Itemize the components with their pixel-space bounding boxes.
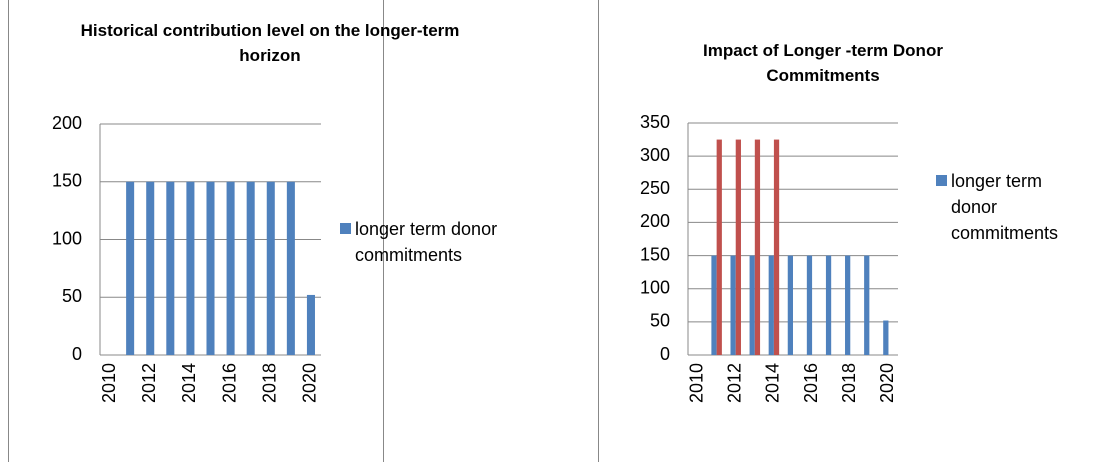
x-tick-label: 2016 [801, 363, 821, 403]
bar [716, 139, 722, 355]
y-tick-label: 300 [640, 145, 670, 165]
y-tick-label: 150 [52, 171, 82, 191]
y-tick-label: 200 [640, 211, 670, 231]
y-tick-label: 50 [650, 311, 670, 331]
bar [806, 255, 813, 355]
y-tick-label: 100 [52, 228, 82, 248]
x-tick-label: 2012 [139, 363, 159, 403]
y-tick-label: 0 [72, 344, 82, 364]
x-tick-label: 2020 [300, 363, 320, 403]
bar [306, 294, 315, 355]
bar [246, 181, 255, 355]
y-tick-label: 150 [640, 244, 670, 264]
bar [735, 139, 741, 355]
legend-swatch [340, 223, 351, 234]
x-tick-label: 2010 [686, 363, 706, 403]
bar [787, 255, 793, 355]
x-tick-label: 2012 [724, 363, 744, 403]
x-tick-label: 2016 [219, 363, 239, 403]
legend-label: longer term donor commitments [355, 219, 498, 265]
bar [749, 255, 755, 355]
y-tick-label: 50 [62, 286, 82, 306]
y-tick-label: 250 [640, 178, 670, 198]
bar [883, 320, 889, 355]
chart-title: Impact of Longer -term Donor Commitments [703, 41, 943, 85]
bar [825, 255, 832, 355]
bar [768, 255, 774, 355]
bar [286, 181, 295, 355]
bar [845, 255, 851, 355]
x-tick-label: 2018 [260, 363, 280, 403]
y-tick-label: 0 [660, 344, 670, 364]
x-tick-label: 2014 [179, 363, 199, 403]
chart-frame [8, 0, 384, 462]
bar [206, 181, 215, 355]
y-tick-label: 100 [640, 277, 670, 297]
x-tick-label: 2010 [99, 363, 119, 403]
x-tick-label: 2018 [839, 363, 859, 403]
chart-frame [598, 0, 1118, 462]
x-tick-label: 2014 [763, 363, 783, 403]
bar [166, 181, 175, 355]
bar [730, 255, 736, 355]
y-tick-label: 350 [640, 112, 670, 132]
y-tick-label: 200 [52, 113, 82, 133]
bar [864, 255, 870, 355]
bar [754, 139, 761, 355]
x-tick-label: 2020 [877, 363, 897, 403]
bar [146, 181, 155, 355]
legend-label: longer term donor commitments [951, 171, 1059, 243]
legend-swatch [936, 175, 947, 186]
bar [126, 181, 135, 355]
bar [266, 181, 275, 355]
chart-title: Historical contribution level on the lon… [80, 21, 460, 65]
bar [773, 139, 780, 355]
bar [226, 181, 235, 355]
bar [711, 255, 717, 355]
bar [186, 181, 195, 355]
